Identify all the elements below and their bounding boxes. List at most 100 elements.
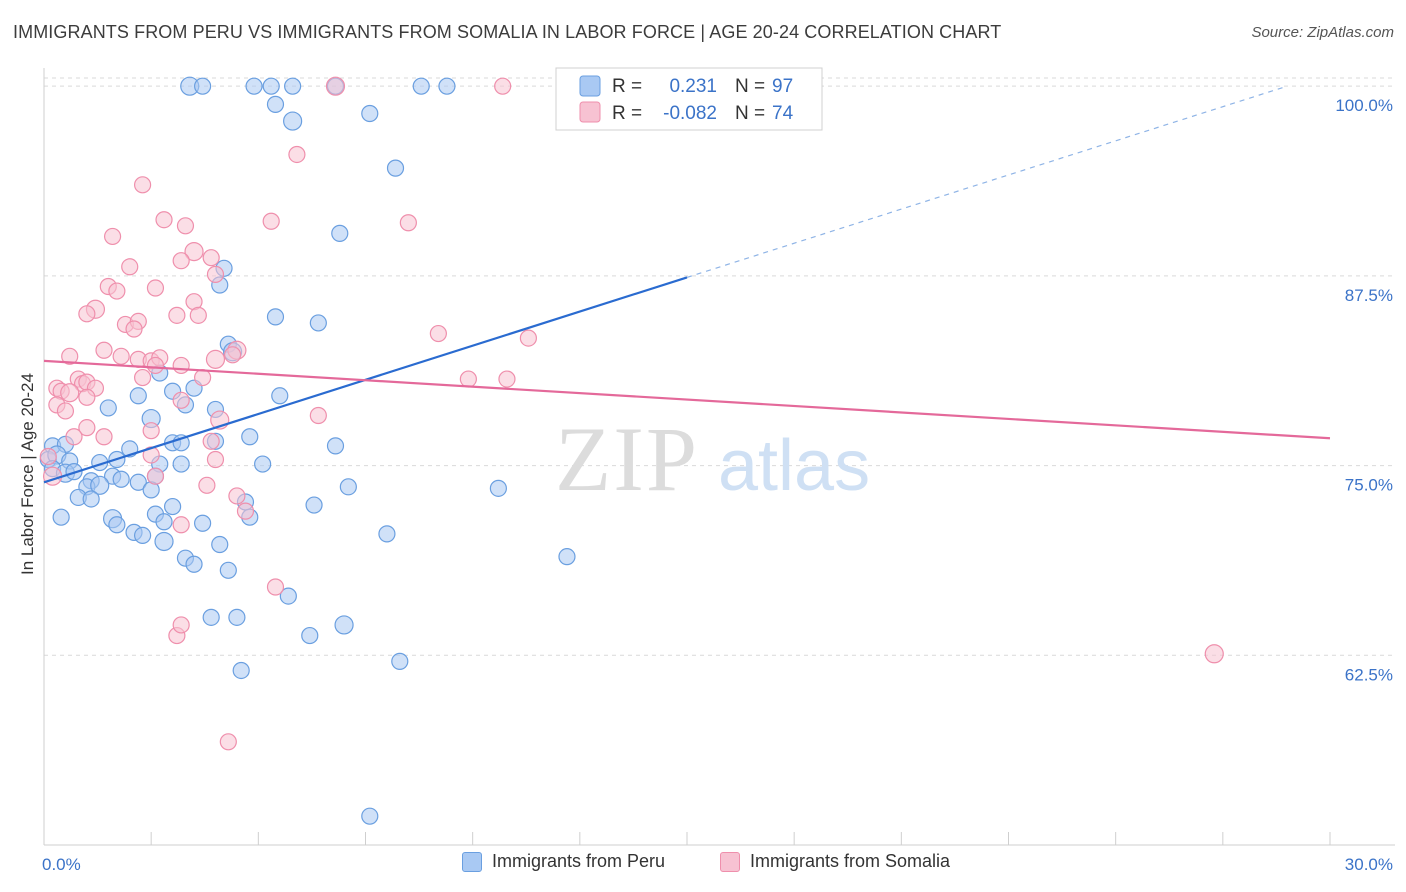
point-peru	[154, 531, 174, 552]
point-peru	[82, 490, 100, 508]
trend-line-peru-extension	[686, 85, 1288, 278]
point-somalia	[172, 391, 190, 409]
point-peru	[266, 308, 285, 326]
y-tick-label: 100.0%	[1335, 96, 1393, 115]
trend-line-somalia	[43, 359, 1331, 440]
point-somalia	[228, 487, 246, 505]
point-somalia	[121, 258, 139, 276]
point-somalia	[262, 212, 280, 230]
point-somalia	[206, 450, 225, 469]
point-somalia	[78, 419, 96, 437]
point-peru	[361, 807, 379, 825]
legend-n-label-somalia: N =	[735, 103, 765, 124]
point-somalia	[172, 252, 190, 270]
legend-swatch-peru	[579, 75, 601, 97]
point-peru	[133, 526, 152, 545]
point-somalia	[459, 370, 477, 388]
legend-r-value-peru: 0.231	[669, 76, 717, 97]
bottom-legend-peru[interactable]: Immigrants from Peru	[462, 851, 665, 872]
point-peru	[284, 77, 302, 95]
y-tick-label: 75.0%	[1345, 476, 1393, 495]
point-peru	[489, 479, 507, 497]
series-peru-points	[39, 76, 576, 825]
point-peru	[202, 608, 220, 626]
legend-n-label-peru: N =	[735, 76, 765, 97]
point-peru	[305, 496, 323, 514]
point-peru	[326, 437, 345, 455]
point-somalia	[519, 329, 537, 347]
x-tick-label-min: 0.0%	[42, 855, 81, 874]
point-peru	[52, 508, 70, 526]
point-somalia	[112, 347, 130, 365]
tick-labels: 62.5% 75.0% 87.5% 100.0% 0.0% 30.0%	[42, 96, 1393, 874]
point-somalia	[194, 368, 212, 387]
point-somalia	[189, 306, 207, 324]
point-somalia	[236, 502, 255, 520]
point-somalia	[61, 347, 79, 365]
point-somalia	[125, 320, 143, 338]
point-peru	[378, 525, 396, 543]
point-peru	[245, 77, 263, 95]
point-peru	[241, 428, 259, 446]
point-peru	[112, 470, 130, 488]
point-somalia	[146, 279, 165, 297]
point-somalia	[219, 733, 237, 751]
point-somalia	[266, 578, 285, 596]
point-peru	[232, 661, 250, 680]
point-peru	[194, 514, 212, 532]
point-somalia	[146, 356, 165, 375]
point-somalia	[103, 227, 122, 246]
chart-title: IMMIGRANTS FROM PERU VS IMMIGRANTS FROM …	[13, 22, 1002, 42]
point-peru	[331, 224, 349, 242]
point-somalia	[60, 383, 80, 403]
grid	[44, 77, 1395, 656]
point-somalia	[146, 467, 165, 485]
point-peru	[391, 652, 409, 670]
series-somalia-points	[39, 76, 1224, 751]
point-somalia	[65, 428, 83, 446]
point-peru	[262, 77, 280, 95]
point-somalia	[108, 282, 126, 300]
point-somalia	[206, 265, 225, 283]
point-peru	[386, 159, 405, 177]
point-peru	[339, 478, 357, 496]
legend-r-value-somalia: -0.082	[663, 103, 717, 124]
point-somalia	[133, 176, 152, 194]
bottom-legend-somalia-label: Immigrants from Somalia	[750, 851, 951, 871]
point-peru	[254, 455, 272, 473]
watermark-zip: ZIP	[555, 408, 699, 510]
point-somalia	[78, 388, 96, 406]
point-somalia	[224, 346, 242, 364]
point-somalia	[168, 306, 186, 324]
point-somalia	[172, 516, 190, 534]
point-peru	[309, 314, 327, 332]
point-somalia	[172, 616, 190, 634]
point-somalia	[56, 402, 75, 420]
point-peru	[90, 475, 110, 495]
legend-box: R = 0.231 N = 97 R = -0.082 N = 74	[555, 67, 823, 131]
point-peru	[129, 387, 147, 405]
point-somalia	[172, 356, 190, 375]
y-tick-label: 62.5%	[1345, 665, 1393, 684]
chart-source: Source: ZipAtlas.com	[1251, 24, 1394, 41]
bottom-legend-peru-label: Immigrants from Peru	[492, 851, 666, 871]
point-somalia	[184, 242, 204, 262]
legend-n-value-somalia: 74	[772, 103, 794, 124]
point-peru	[228, 608, 246, 626]
point-somalia	[288, 145, 306, 164]
point-somalia	[95, 341, 113, 359]
point-peru	[99, 399, 117, 417]
point-somalia	[39, 447, 57, 466]
point-peru	[334, 615, 354, 635]
point-somalia	[202, 432, 220, 450]
legend-swatch-peru-bottom	[462, 851, 482, 872]
point-peru	[412, 77, 430, 95]
trend-lines	[43, 85, 1331, 484]
point-peru	[283, 111, 303, 131]
point-peru	[361, 104, 379, 123]
point-somalia	[498, 370, 516, 388]
point-somalia	[205, 349, 226, 369]
bottom-legend-somalia[interactable]: Immigrants from Somalia	[720, 851, 950, 872]
legend-r-label-peru: R =	[612, 76, 642, 97]
